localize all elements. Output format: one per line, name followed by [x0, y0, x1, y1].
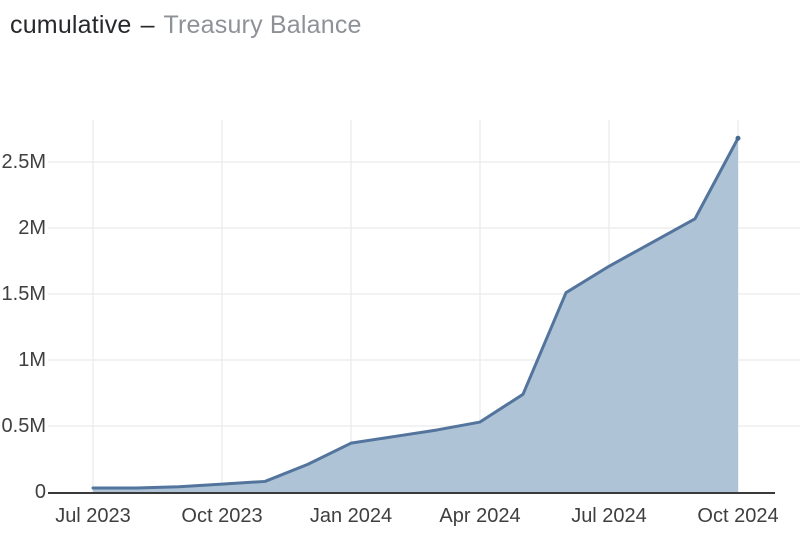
series-area[interactable] [93, 138, 738, 493]
chart-title-name: Treasury Balance [163, 11, 362, 39]
series-endpoint-marker[interactable] [735, 135, 741, 141]
y-axis-tick-label: 0.5M [1, 415, 46, 437]
x-axis-tick-label: Oct 2024 [697, 505, 779, 527]
chart-title-separator: – [140, 11, 155, 39]
chart-title-metric: cumulative [10, 11, 132, 39]
series-line[interactable] [91, 136, 740, 490]
y-axis-tick-label: 1M [18, 349, 46, 371]
x-axis-tick-label: Oct 2023 [181, 505, 263, 527]
y-axis-tick-label: 0 [34, 481, 46, 503]
x-axis-tick-label: Jul 2024 [571, 505, 647, 527]
x-axis-tick-label: Jan 2024 [309, 505, 393, 527]
x-axis-tick-label: Jul 2023 [55, 505, 131, 527]
y-axis-tick-label: 2.5M [1, 151, 46, 173]
chart-title: cumulative – Treasury Balance [10, 11, 362, 40]
y-axis-tick-label: 1.5M [1, 283, 46, 305]
y-axis-tick-label: 2M [18, 217, 46, 239]
x-axis-tick-label: Apr 2024 [439, 505, 521, 527]
